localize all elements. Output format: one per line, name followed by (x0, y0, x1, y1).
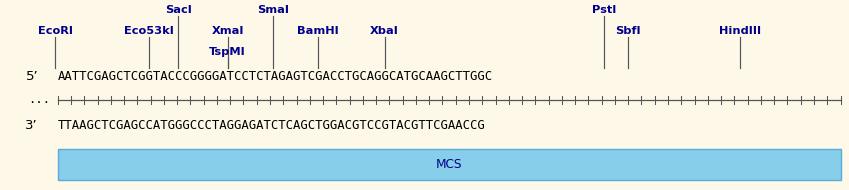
Text: Eco53kI: Eco53kI (124, 26, 173, 36)
Text: SmaI: SmaI (257, 5, 290, 15)
Text: TTAAGCTCGAGCCATGGGCCCTAGGAGATCTCAGCTGGACGTCCGTACGTTCGAACCG: TTAAGCTCGAGCCATGGGCCCTAGGAGATCTCAGCTGGAC… (58, 119, 486, 132)
Bar (58, 149, 841, 180)
Text: PstI: PstI (593, 5, 616, 15)
Text: XmaI: XmaI (211, 26, 244, 36)
Text: 5’: 5’ (25, 70, 38, 83)
Text: ...: ... (28, 93, 50, 106)
Text: XbaI: XbaI (370, 26, 399, 36)
Text: BamHI: BamHI (297, 26, 340, 36)
Text: MCS: MCS (436, 158, 463, 171)
Text: 3’: 3’ (25, 119, 38, 132)
Text: HindIII: HindIII (719, 26, 762, 36)
Text: EcoRI: EcoRI (37, 26, 73, 36)
Text: SacI: SacI (165, 5, 192, 15)
Text: TspMI: TspMI (209, 47, 246, 57)
Text: SbfI: SbfI (616, 26, 641, 36)
Text: AATTCGAGCTCGGTACCCGGGGATCCTCTAGAGTCGACCTGCAGGCATGCAAGCTTGGC: AATTCGAGCTCGGTACCCGGGGATCCTCTAGAGTCGACCT… (58, 70, 493, 83)
